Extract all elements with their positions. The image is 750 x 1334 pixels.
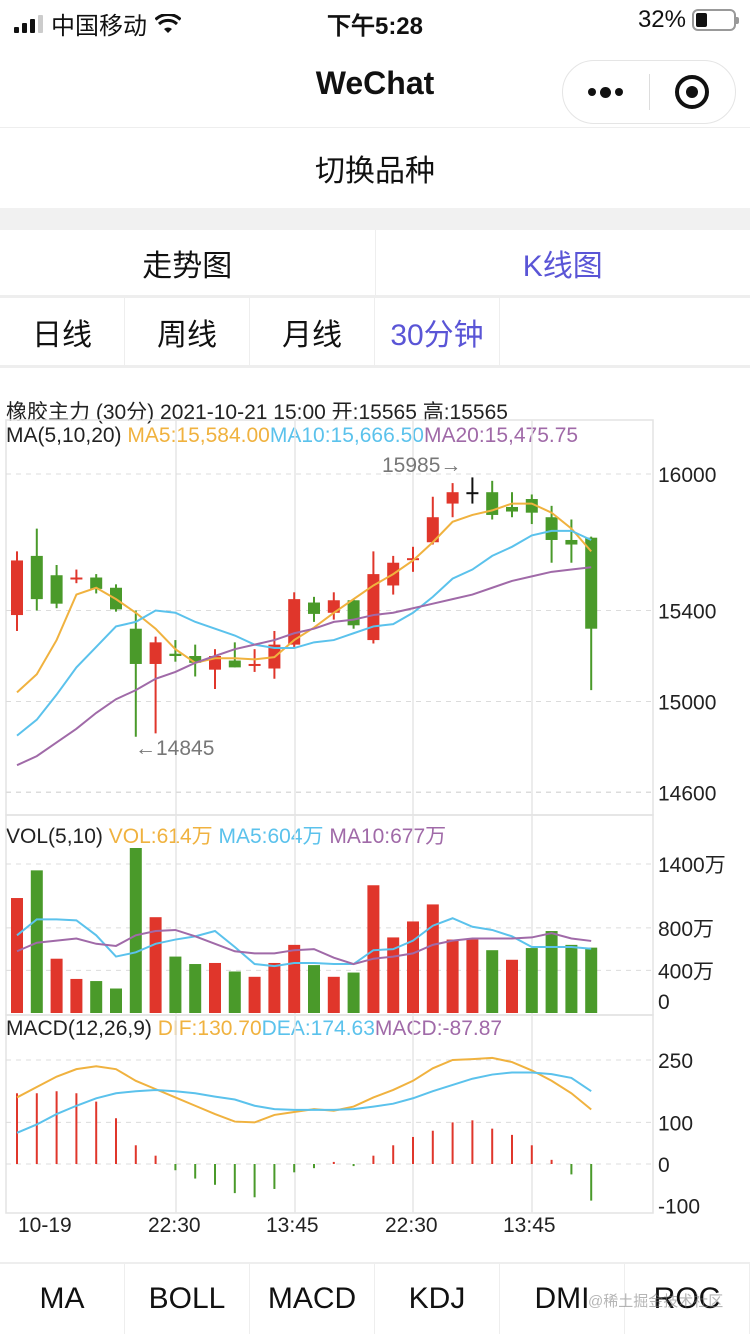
indicator-boll[interactable]: BOLL: [125, 1264, 250, 1334]
tab-kline[interactable]: K线图: [374, 230, 750, 295]
svg-text:←14845: ←14845: [135, 737, 214, 760]
svg-text:15000: 15000: [658, 692, 716, 715]
clock: 下午5:28: [326, 13, 424, 40]
indicator-macd[interactable]: MACD: [250, 1264, 375, 1334]
svg-text:22:30: 22:30: [385, 1214, 438, 1237]
svg-text:1400万: 1400万: [658, 854, 726, 877]
quote-info: 橡胶主力 (30分) 2021-10-21 15:00 开:15565 高:15…: [6, 401, 508, 424]
watermark: @稀土掘金技术社区: [588, 1293, 724, 1310]
ma-legend: MA(5,10,20) MA5:15,584.00MA10:15,666.50M…: [6, 424, 579, 447]
indicator-kdj[interactable]: KDJ: [375, 1264, 500, 1334]
svg-text:100: 100: [658, 1112, 693, 1135]
svg-text:16000: 16000: [658, 464, 716, 487]
svg-text:400万: 400万: [658, 960, 714, 983]
close-button[interactable]: [650, 61, 736, 123]
svg-text:15400: 15400: [658, 601, 716, 624]
period-daily[interactable]: 日线: [0, 298, 125, 365]
view-tabs: 走势图 K线图: [0, 230, 750, 298]
wifi-icon: [155, 13, 181, 33]
macd-legend: MACD(12,26,9) DIF:130.70DEA:174.63MACD:-…: [6, 1017, 503, 1040]
switch-variety-button[interactable]: 切换品种: [315, 155, 435, 188]
svg-text:13:45: 13:45: [266, 1214, 319, 1237]
svg-text:10-19: 10-19: [18, 1214, 72, 1237]
more-button[interactable]: [563, 61, 649, 123]
carrier: 中国移动: [51, 13, 147, 40]
svg-text:250: 250: [658, 1050, 693, 1073]
nav-bar: WeChat: [0, 40, 750, 128]
page-title: WeChat: [315, 65, 435, 101]
chart-canvas: 16000 15400 15000 14600 15985→ ←14845 1400万 800…: [5, 419, 726, 1237]
svg-text:13:45: 13:45: [503, 1214, 556, 1237]
svg-text:-100: -100: [658, 1196, 700, 1219]
tab-trend[interactable]: 走势图: [142, 249, 233, 283]
svg-text:0: 0: [658, 1154, 670, 1177]
battery-percent: 32%: [637, 6, 686, 33]
battery-icon: [692, 9, 739, 31]
indicator-ma[interactable]: MA: [0, 1264, 125, 1334]
divider: [0, 208, 750, 230]
svg-text:14600: 14600: [658, 783, 716, 806]
vol-legend: VOL(5,10) VOL:614万 MA5:604万 MA10:677万: [6, 825, 447, 848]
status-bar: 中国移动 下午5:28 32%: [0, 0, 750, 40]
period-monthly[interactable]: 月线: [250, 298, 375, 365]
mini-program-capsule: [562, 60, 736, 124]
period-30min[interactable]: 30分钟: [375, 298, 500, 365]
period-weekly[interactable]: 周线: [125, 298, 250, 365]
more-dots-icon: [588, 86, 624, 98]
svg-text:15985→: 15985→: [382, 454, 461, 477]
indicator-dmi[interactable]: DMI: [500, 1264, 625, 1334]
signal-icon: [14, 14, 43, 33]
target-icon: [675, 75, 710, 109]
indicator-tabs: MA BOLL MACD KDJ DMI ROC: [0, 1262, 750, 1334]
period-tabs: 日线 周线 月线 30分钟: [0, 298, 750, 368]
svg-text:22:30: 22:30: [148, 1214, 201, 1237]
kline-chart[interactable]: 橡胶主力 (30分) 2021-10-21 15:00 开:15565 高:15…: [0, 372, 750, 1237]
svg-text:800万: 800万: [658, 918, 714, 941]
svg-text:0: 0: [658, 991, 670, 1014]
